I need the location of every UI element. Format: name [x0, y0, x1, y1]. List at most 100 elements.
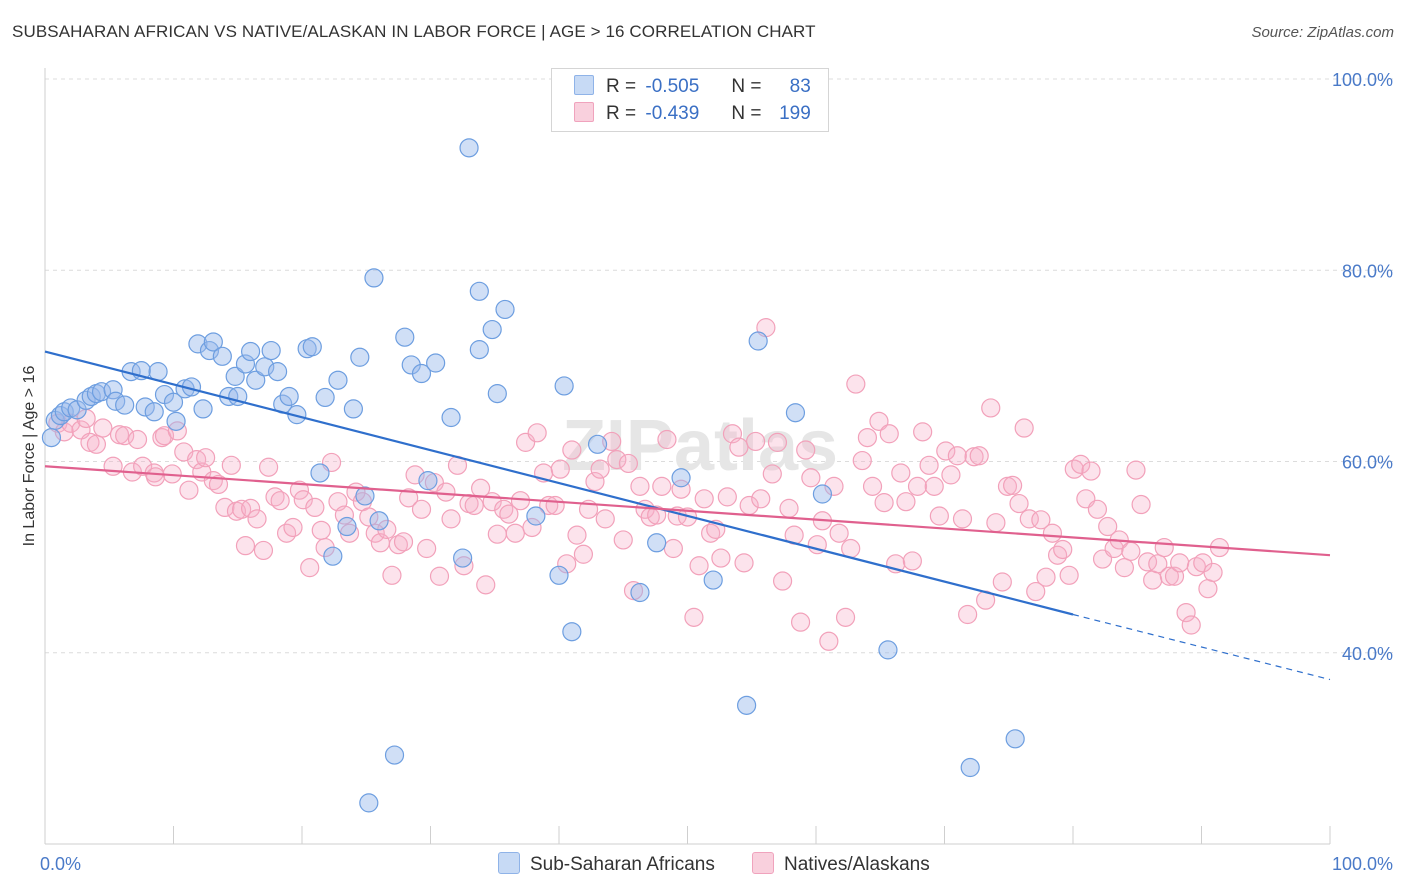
- point-natives: [711, 548, 731, 568]
- point-natives: [924, 476, 944, 496]
- point-subsaharan: [135, 397, 155, 417]
- point-subsaharan: [193, 399, 213, 419]
- point-subsaharan: [549, 565, 569, 585]
- point-natives: [1036, 567, 1056, 587]
- point-natives: [179, 480, 199, 500]
- point-subsaharan: [144, 402, 164, 422]
- trend-lines: [44, 350, 1331, 681]
- point-natives: [891, 463, 911, 483]
- point-natives: [630, 476, 650, 496]
- point-natives: [505, 523, 525, 543]
- point-natives: [618, 453, 638, 474]
- point-natives: [417, 538, 437, 559]
- point-natives: [663, 538, 683, 559]
- point-natives: [796, 440, 816, 460]
- point-natives: [454, 556, 474, 576]
- point-natives: [846, 374, 866, 394]
- point-natives: [300, 558, 320, 578]
- point-natives: [499, 504, 519, 524]
- point-subsaharan: [459, 138, 479, 158]
- point-natives: [1203, 562, 1223, 583]
- point-natives: [557, 554, 577, 574]
- point-natives: [684, 607, 704, 627]
- x-tick-label: 100.0%: [1332, 854, 1393, 874]
- point-subsaharan: [302, 337, 322, 357]
- point-natives: [874, 493, 894, 513]
- point-natives: [824, 476, 844, 496]
- y-tick-label: 60.0%: [1342, 453, 1393, 473]
- point-subsaharan: [647, 533, 667, 553]
- point-subsaharan: [246, 370, 266, 390]
- point-natives: [613, 530, 633, 550]
- point-natives: [1071, 454, 1091, 474]
- legend-n-value: 83: [789, 76, 811, 97]
- axes: [44, 68, 1331, 845]
- point-subsaharan: [671, 468, 691, 488]
- point-natives: [93, 418, 113, 438]
- point-natives: [305, 497, 325, 517]
- point-natives: [936, 441, 956, 461]
- point-natives: [311, 520, 331, 540]
- point-subsaharan: [487, 384, 507, 404]
- point-natives: [334, 505, 355, 525]
- point-natives: [1042, 523, 1063, 543]
- point-natives: [958, 604, 978, 625]
- point-natives: [167, 421, 187, 441]
- point-subsaharan: [203, 332, 223, 352]
- point-subsaharan: [337, 516, 357, 537]
- y-tick-label: 40.0%: [1342, 644, 1393, 664]
- series-swatch-subsaharan: [498, 852, 520, 874]
- point-natives: [746, 431, 766, 452]
- point-natives: [992, 572, 1012, 592]
- point-natives: [359, 507, 379, 527]
- point-natives: [729, 437, 749, 457]
- point-natives: [145, 467, 166, 487]
- point-natives: [545, 495, 565, 516]
- point-subsaharan: [364, 268, 384, 288]
- point-subsaharan: [212, 346, 232, 366]
- point-natives: [929, 506, 949, 526]
- point-subsaharan: [323, 546, 343, 566]
- point-subsaharan: [310, 463, 330, 483]
- point-natives: [772, 571, 793, 591]
- point-natives: [907, 476, 928, 496]
- point-natives: [1143, 570, 1163, 590]
- point-natives: [717, 487, 737, 507]
- series-legend-natives: Natives/Alaskans: [752, 852, 930, 876]
- point-natives: [701, 523, 721, 543]
- series-swatch-natives: [752, 852, 774, 874]
- legend-n-label: N =: [731, 76, 762, 97]
- legend-r-value: -0.439: [645, 103, 700, 124]
- point-subsaharan: [395, 327, 415, 347]
- point-natives: [767, 432, 788, 452]
- series-label-natives: Natives/Alaskans: [784, 854, 930, 875]
- point-natives: [1003, 475, 1023, 496]
- point-natives: [879, 424, 899, 444]
- chart-title: SUBSAHARAN AFRICAN VS NATIVE/ALASKAN IN …: [12, 22, 816, 41]
- legend-r-label: R =: [606, 103, 637, 124]
- point-natives: [689, 556, 709, 576]
- point-subsaharan: [384, 745, 405, 765]
- tick-labels: 100.0% 80.0% 60.0% 40.0% 0.0% 100.0%: [40, 70, 1393, 874]
- point-natives: [154, 426, 175, 446]
- point-subsaharan: [469, 281, 489, 301]
- point-natives: [790, 612, 811, 632]
- point-natives: [573, 544, 594, 564]
- chart-source: Source: ZipAtlas.com: [1251, 24, 1394, 41]
- y-tick-label: 80.0%: [1342, 261, 1393, 281]
- legend-row-subsaharan: R = -0.505 N = 83: [574, 75, 811, 99]
- point-natives: [869, 411, 889, 431]
- point-natives: [196, 448, 216, 468]
- point-natives: [270, 491, 290, 511]
- point-subsaharan: [267, 362, 288, 382]
- point-subsaharan: [960, 757, 980, 778]
- point-natives: [1098, 516, 1118, 537]
- point-natives: [283, 517, 303, 538]
- point-subsaharan: [255, 357, 275, 377]
- point-natives: [1121, 541, 1141, 561]
- point-natives: [969, 446, 989, 466]
- point-natives: [1081, 461, 1101, 481]
- point-subsaharan: [359, 793, 379, 813]
- point-subsaharan: [279, 386, 299, 407]
